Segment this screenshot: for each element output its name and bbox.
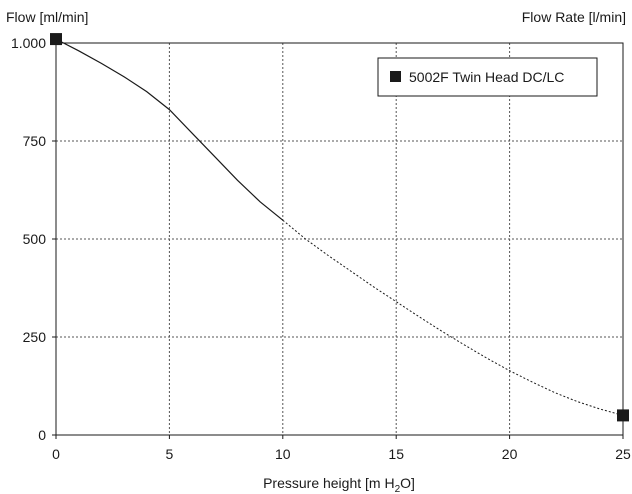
legend-box xyxy=(377,57,598,97)
y-axis-label-right: Flow Rate [l/min] xyxy=(522,9,626,25)
series-markers xyxy=(50,33,629,422)
x-tick-label: 5 xyxy=(166,446,174,462)
x-tick-label: 10 xyxy=(275,446,291,462)
y-tick-label: 1.000 xyxy=(11,35,46,51)
data-point-marker xyxy=(50,33,62,46)
x-tick-label: 15 xyxy=(388,446,404,462)
y-tick-label: 750 xyxy=(23,133,47,149)
x-axis-label-subscript: 2 xyxy=(395,484,401,494)
x-tick-label: 25 xyxy=(615,446,631,462)
y-tick-label: 0 xyxy=(38,427,46,443)
x-tick-label: 20 xyxy=(502,446,518,462)
data-point-marker xyxy=(617,409,629,422)
legend-label: 5002F Twin Head DC/LC xyxy=(409,69,564,85)
series-line-dashed xyxy=(282,219,624,416)
grid-lines xyxy=(56,42,623,435)
series-lines xyxy=(55,38,624,416)
x-tick-label: 0 xyxy=(52,446,60,462)
x-axis-label-main: Pressure height [m H xyxy=(263,475,395,491)
y-tick-label: 500 xyxy=(23,231,47,247)
x-axis-label: Pressure height [m H2O] xyxy=(263,475,415,494)
x-axis-ticks: 0 5 10 15 20 25 xyxy=(52,435,631,462)
series-line-solid xyxy=(55,38,284,221)
y-axis-ticks: 0 250 500 750 1.000 xyxy=(11,35,56,443)
y-tick-label: 250 xyxy=(23,329,47,345)
legend-marker xyxy=(390,71,401,82)
legend: 5002F Twin Head DC/LC xyxy=(377,57,598,97)
x-axis-label-end: O] xyxy=(400,475,415,491)
y-axis-label-left: Flow [ml/min] xyxy=(6,9,88,25)
